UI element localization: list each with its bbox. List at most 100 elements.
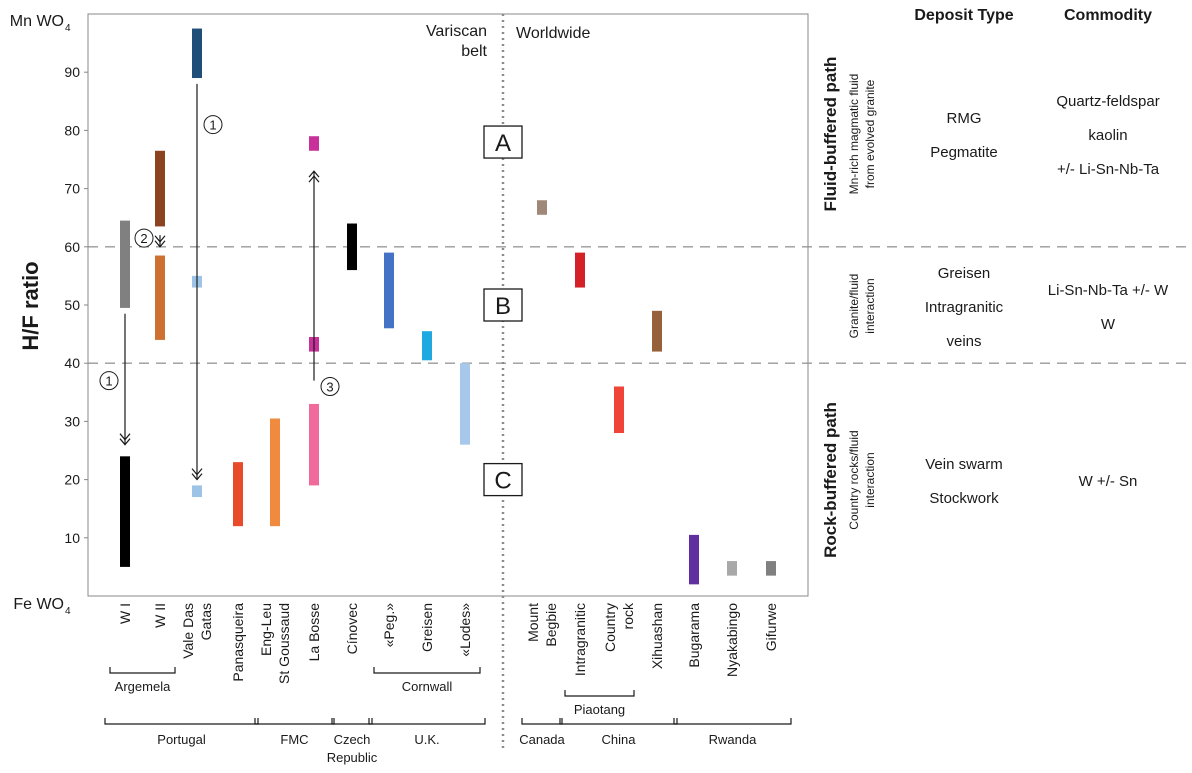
group-label: Piaotang (574, 702, 625, 717)
deposit-type-label: RMG (947, 110, 982, 127)
zone-box (483, 125, 523, 159)
category-label-gifu: Gifurwe (763, 603, 779, 651)
y-bottom-label: Fe WO (13, 596, 64, 613)
bar-vale (192, 485, 202, 498)
group-label: Rwanda (709, 732, 757, 747)
zone-label: B (495, 293, 511, 320)
y-tick-label: 50 (64, 297, 80, 313)
arrow-label: 1 (105, 374, 112, 389)
group-label: China (602, 732, 637, 747)
zone-box (483, 462, 523, 497)
y-tick-label: 80 (64, 122, 80, 138)
y-tick-label: 90 (64, 64, 80, 80)
category-label-vale: Vale Das (180, 603, 196, 659)
category-label-country: rock (620, 602, 636, 629)
bar-wii (155, 255, 165, 340)
group-bracket (559, 718, 678, 725)
group-brackets: Argemela Cornwall Piaotang Portugal FMC Czech… (104, 667, 792, 765)
bar-bosse (309, 136, 319, 151)
category-label-buga: Bugarama (686, 603, 702, 668)
y-tick-label: 40 (64, 355, 80, 371)
arrow-label: 2 (140, 231, 147, 246)
commodity-label: Li-Sn-Nb-Ta +/- W (1048, 282, 1169, 299)
arrow-label-circle (203, 115, 223, 135)
group-bracket (109, 667, 176, 674)
bar-intra (575, 252, 585, 288)
commodity-label: W +/- Sn (1079, 473, 1138, 490)
bar-mount (537, 200, 547, 215)
process-label: interaction (863, 278, 877, 333)
region-labels: Variscan belt Worldwide (426, 23, 591, 60)
deposit-type-label: Vein swarm (925, 456, 1003, 473)
group-bracket (331, 718, 373, 725)
process-label: interaction (863, 452, 877, 507)
category-label-mount: Begbie (543, 603, 559, 647)
side-panel: Deposit Type Commodity Fluid-buffered path… (821, 7, 1169, 558)
category-label-pana: Panasqueira (230, 603, 246, 682)
category-label-eng: St Goussaud (276, 603, 292, 684)
group-label: FMC (280, 732, 308, 747)
category-label-wii: W II (152, 603, 168, 628)
bar-eng (270, 418, 280, 527)
group-label: Cornwall (402, 679, 453, 694)
y-tick-label: 20 (64, 472, 80, 488)
group-label: Canada (519, 732, 565, 747)
category-label-lodes: «Lodes» (457, 603, 473, 657)
y-tick-label: 70 (64, 181, 80, 197)
arrow-head (191, 468, 203, 476)
y-top-subscript: 4 (65, 23, 71, 34)
bar-wi (120, 456, 130, 567)
bar-greisen (422, 331, 432, 361)
category-label-wi: W I (117, 603, 133, 624)
group-label: Republic (327, 750, 378, 765)
process-label: from evolved granite (863, 79, 877, 188)
arrow-label-circle (320, 376, 340, 396)
region-right-label: Worldwide (516, 25, 591, 42)
group-label: Portugal (157, 732, 206, 747)
commodity-label: +/- Li-Sn-Nb-Ta (1057, 161, 1160, 178)
commodity-label: kaolin (1088, 127, 1127, 144)
bar-nyaka (727, 561, 737, 576)
bar-wi (120, 220, 130, 308)
plot-frame (87, 13, 809, 597)
group-bracket (254, 718, 335, 725)
arrow-head (191, 473, 203, 481)
zone-label: A (495, 130, 511, 157)
process-label: Granite/fluid (847, 274, 861, 339)
bar-lodes (460, 363, 470, 445)
arrow-label: 1 (209, 118, 216, 133)
bar-country (614, 386, 624, 434)
group-bracket (373, 667, 481, 674)
process-label: Country rocks/fluid (847, 430, 861, 529)
commodity-label: Quartz-feldspar (1056, 93, 1159, 110)
bar-pana (233, 462, 243, 527)
y-bottom-subscript: 4 (65, 606, 71, 617)
category-labels: W I W II Vale Das Gatas Panasqueira Eng-Leu St… (117, 602, 779, 684)
threshold-lines (88, 246, 1190, 364)
bar-xihua (652, 310, 662, 352)
path-label: Fluid-buffered path (821, 57, 840, 212)
deposit-type-label: Stockwork (929, 490, 999, 507)
arrow-head (154, 235, 166, 243)
group-bracket (564, 690, 635, 697)
deposit-type-label: Greisen (938, 265, 991, 282)
commodity-label: W (1101, 316, 1116, 333)
bar-wii (155, 150, 165, 227)
y-tick-label: 30 (64, 413, 80, 429)
arrow-head (308, 175, 320, 183)
group-bracket (104, 718, 259, 725)
category-label-xihua: Xihuashan (649, 603, 665, 669)
category-label-eng: Eng-Leu (258, 603, 274, 656)
bar-vale (192, 28, 202, 79)
y-top-label: Mn WO (10, 13, 64, 30)
category-label-nyaka: Nyakabingo (724, 603, 740, 677)
category-label-vale: Gatas (198, 603, 214, 640)
group-bracket (521, 718, 563, 725)
zone-box (483, 288, 523, 322)
region-left-label: Variscan (426, 23, 487, 40)
category-label-cinovec: Cínovec (344, 603, 360, 654)
header-commodity: Commodity (1064, 7, 1152, 24)
group-label: Argemela (115, 679, 171, 694)
arrow-label-circle (99, 371, 119, 391)
